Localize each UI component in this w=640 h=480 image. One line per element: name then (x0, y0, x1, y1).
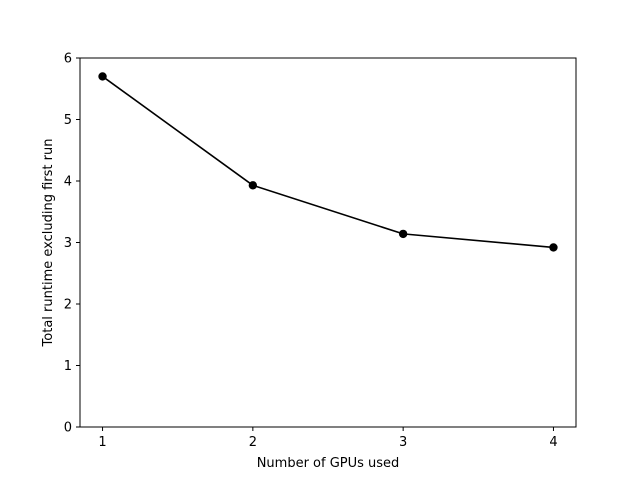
plot-frame (79, 57, 577, 428)
y-tick-label: 2 (64, 298, 72, 313)
y-tick-label: 5 (64, 113, 72, 128)
x-tick-label: 2 (249, 435, 257, 450)
y-tick-label: 1 (64, 359, 72, 374)
series-line (102, 75, 554, 249)
y-tick-label: 4 (64, 175, 72, 190)
ticks-layer: 1 2 3 4 0 1 2 3 4 5 6 (64, 52, 558, 451)
y-tick-label: 3 (64, 236, 72, 251)
data-point (98, 72, 107, 81)
x-tick-label: 4 (549, 435, 557, 450)
series-layer (98, 72, 558, 252)
y-axis-label: Total runtime excluding first run (41, 139, 56, 348)
data-point (398, 229, 408, 239)
y-tick-label: 0 (64, 421, 72, 436)
x-tick-label: 1 (98, 435, 106, 450)
data-point (248, 181, 258, 190)
data-point (549, 243, 558, 252)
y-tick-label: 6 (64, 52, 72, 67)
x-axis-label: Number of GPUs used (257, 456, 400, 471)
x-tick-label: 3 (399, 435, 407, 450)
